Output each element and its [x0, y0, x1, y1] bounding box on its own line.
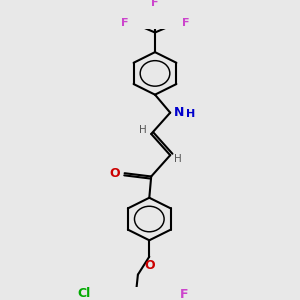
Text: H: H [174, 154, 182, 164]
Text: Cl: Cl [78, 287, 91, 300]
Text: F: F [121, 18, 128, 28]
Text: N: N [174, 106, 184, 119]
Text: H: H [186, 110, 196, 119]
Text: H: H [139, 125, 147, 136]
Text: F: F [182, 18, 189, 28]
Text: F: F [179, 288, 188, 300]
Text: O: O [109, 167, 120, 180]
Text: O: O [144, 259, 154, 272]
Text: F: F [151, 0, 159, 8]
